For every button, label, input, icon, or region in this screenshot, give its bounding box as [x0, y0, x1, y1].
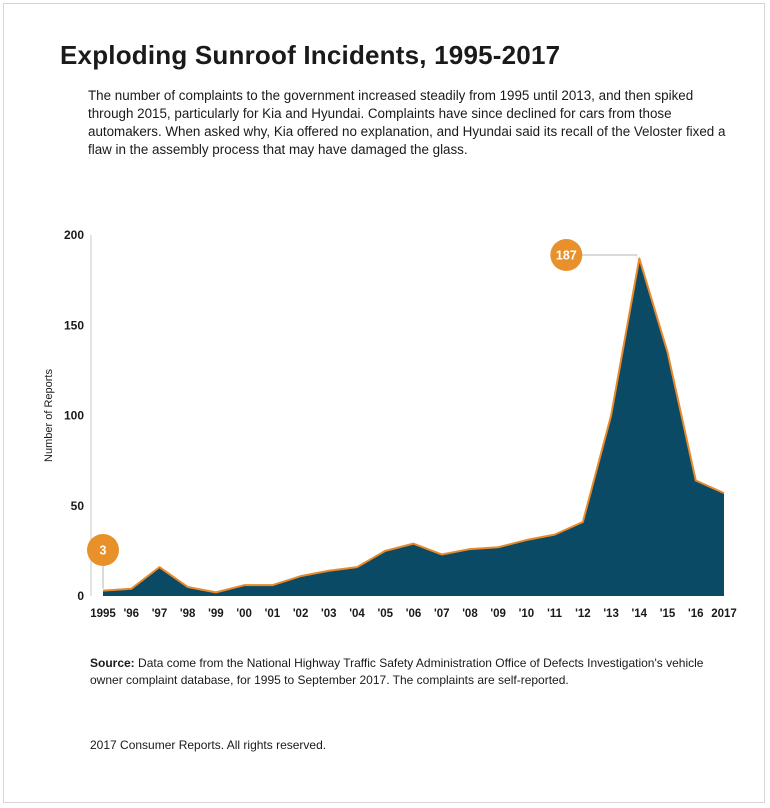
x-tick-label: '07: [434, 608, 450, 620]
area-chart: 0 50 100 150 200 Number of Reports 1995 '96 '97 '…: [43, 228, 737, 620]
x-tick-label: '09: [490, 608, 506, 620]
x-tick-label: 1995: [90, 608, 116, 620]
area-series: [103, 258, 724, 596]
x-tick-label: '97: [152, 608, 168, 620]
y-axis-label: Number of Reports: [43, 369, 55, 462]
x-tick-label: '13: [603, 608, 619, 620]
x-tick-label: '08: [462, 608, 478, 620]
x-tick-label: '04: [349, 608, 365, 620]
x-tick-label: '11: [547, 608, 562, 620]
x-tick-label: '03: [321, 608, 337, 620]
x-tick-label: '14: [632, 608, 648, 620]
source-note: Source: Data come from the National High…: [90, 655, 730, 689]
x-tick-label: '12: [575, 608, 591, 620]
y-tick-label: 100: [64, 409, 84, 423]
y-tick-label: 50: [71, 499, 85, 513]
x-tick-label: '06: [406, 608, 422, 620]
chart-title: Exploding Sunroof Incidents, 1995-2017: [60, 40, 561, 70]
x-tick-label: '02: [293, 608, 309, 620]
y-tick-label: 200: [64, 228, 84, 242]
chart-subtitle: The number of complaints to the governme…: [88, 88, 726, 157]
copyright-note: 2017 Consumer Reports. All rights reserv…: [90, 738, 327, 752]
source-text: Data come from the National Highway Traf…: [90, 656, 704, 687]
x-tick-label: '96: [123, 608, 139, 620]
x-tick-label: '05: [378, 608, 394, 620]
annotation-badge: [550, 239, 583, 271]
y-tick-label: 0: [77, 589, 84, 603]
x-tick-label: '10: [519, 608, 535, 620]
x-tick-label: '98: [180, 608, 196, 620]
x-tick-label: 2017: [711, 608, 737, 620]
x-tick-label: '16: [688, 608, 704, 620]
source-label: Source:: [90, 656, 135, 670]
x-tick-label: '15: [660, 608, 676, 620]
annotation-label: 187: [556, 249, 577, 263]
chart-frame: [3, 3, 765, 803]
x-tick-label: '00: [236, 608, 252, 620]
area-series-line: [102, 257, 725, 594]
y-tick-label: 150: [64, 318, 84, 332]
annotation-badge: [87, 534, 119, 566]
annotation-label: 3: [100, 544, 107, 558]
x-tick-label: '99: [208, 608, 224, 620]
x-tick-label: '01: [265, 608, 281, 620]
